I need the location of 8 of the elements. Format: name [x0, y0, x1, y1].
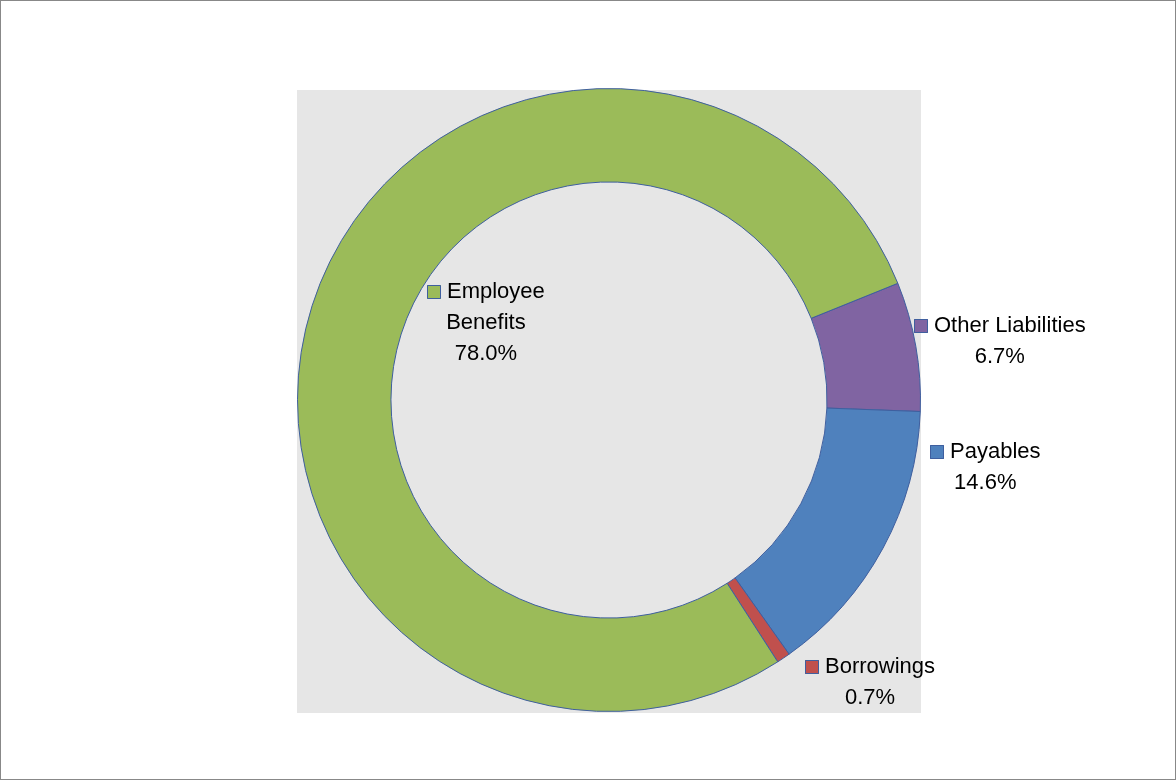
data-label: 14.6% — [954, 469, 1017, 495]
data-label: 0.7% — [844, 684, 896, 710]
legend-label: Borrowings — [825, 653, 936, 679]
data-label: 78.0% — [454, 340, 518, 366]
legend-label: Payables — [950, 438, 1041, 464]
data-label: 6.7% — [974, 343, 1025, 369]
legend-label: Employee Benefits — [446, 278, 545, 335]
legend-label: Other Liabilities — [934, 312, 1086, 338]
